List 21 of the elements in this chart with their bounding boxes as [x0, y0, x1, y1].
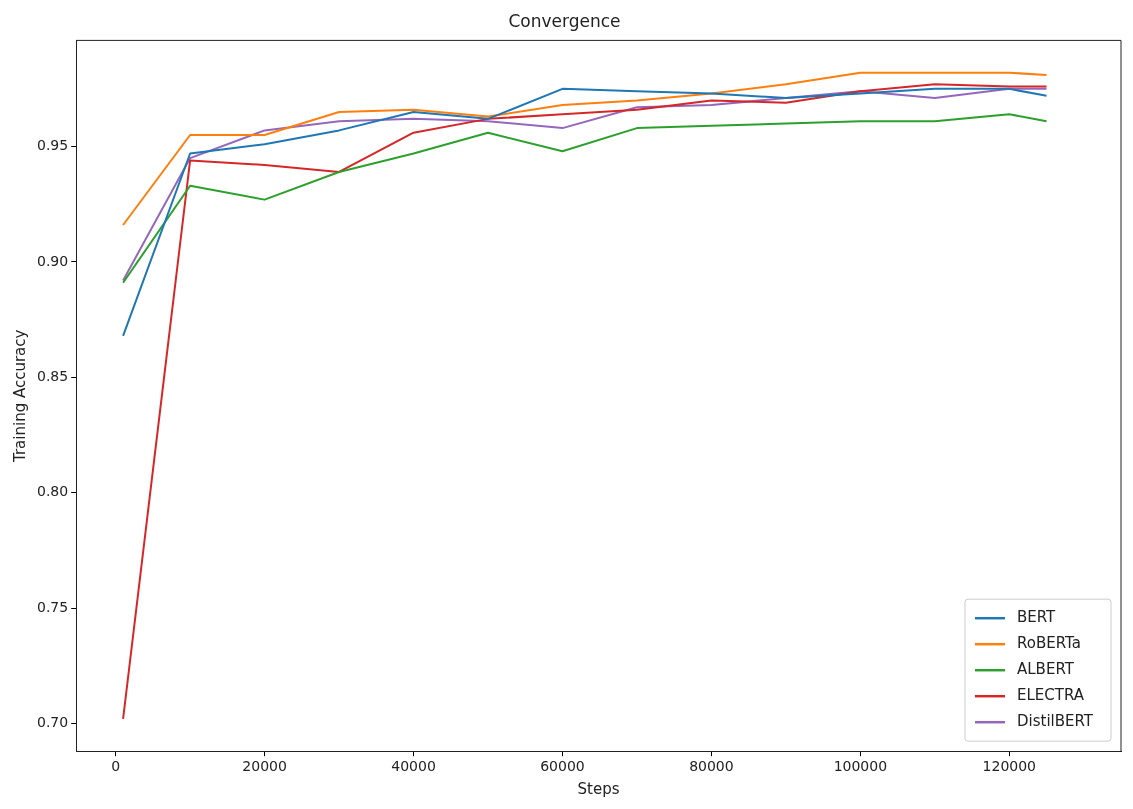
- x-axis-title: Steps: [577, 779, 620, 798]
- y-tick-label: 0.85: [37, 367, 69, 384]
- y-tick-label: 0.95: [37, 137, 69, 154]
- y-tick-label: 0.75: [37, 598, 69, 615]
- y-tick-label: 0.80: [37, 483, 69, 500]
- legend-label: ALBERT: [1016, 660, 1075, 679]
- x-tick-label: 40000: [391, 758, 436, 775]
- legend-label: BERT: [1016, 608, 1057, 627]
- chart-title: Convergence: [508, 10, 621, 31]
- x-tick-label: 120000: [982, 758, 1037, 775]
- legend-label: ELECTRA: [1016, 686, 1085, 705]
- x-tick-label: 60000: [540, 758, 585, 775]
- x-tick-label: 100000: [833, 758, 888, 775]
- legend-label: DistilBERT: [1016, 712, 1094, 731]
- x-tick-label: 20000: [242, 758, 287, 775]
- x-tick-label: 80000: [689, 758, 734, 775]
- x-tick-label: 0: [111, 758, 121, 775]
- legend-label: RoBERTa: [1016, 634, 1081, 653]
- y-axis-title: Training Accuracy: [10, 329, 29, 464]
- y-tick-label: 0.70: [37, 714, 69, 731]
- y-tick-label: 0.90: [37, 252, 69, 269]
